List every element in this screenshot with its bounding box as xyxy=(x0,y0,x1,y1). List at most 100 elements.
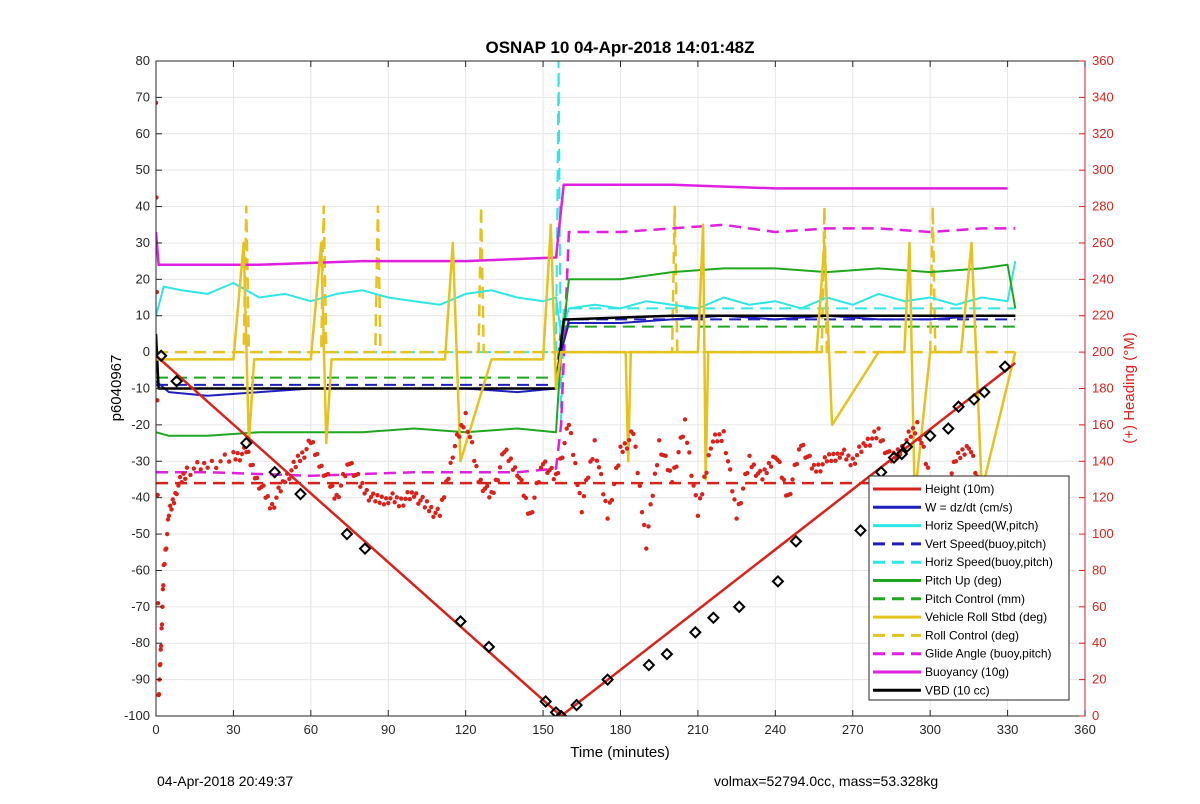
heading-point xyxy=(794,461,800,467)
x-tick-label-1: 30 xyxy=(226,722,240,737)
dive-marker xyxy=(294,487,307,501)
heading-point xyxy=(396,503,402,509)
x-tick-label-5: 150 xyxy=(532,722,554,737)
heading-point xyxy=(332,496,337,501)
dive-marker xyxy=(706,611,720,625)
heading-point xyxy=(738,500,744,506)
heading-point xyxy=(762,467,767,472)
dive-marker xyxy=(771,574,785,588)
heading-point xyxy=(158,647,163,652)
heading-point xyxy=(592,438,597,443)
heading-point xyxy=(441,495,447,500)
heading-point xyxy=(484,483,490,489)
x-tick-label-8: 240 xyxy=(764,722,786,737)
heading-point xyxy=(702,474,707,479)
heading-point xyxy=(912,431,918,436)
legend-entry-1: W = dz/dt (cm/s) xyxy=(925,500,1013,514)
heading-point xyxy=(478,477,483,482)
x-tick-label-6: 180 xyxy=(610,722,632,737)
heading-point xyxy=(618,444,623,449)
heading-point xyxy=(968,449,974,455)
heading-point xyxy=(433,510,438,516)
dive-marker xyxy=(660,647,674,661)
heading-point xyxy=(176,483,181,488)
legend-entry-11: VBD (10 cc) xyxy=(925,683,990,697)
y2-tick-label-5: 100 xyxy=(1092,526,1114,541)
heading-point xyxy=(667,468,673,473)
y-axis-label: p6040967 xyxy=(108,355,125,422)
dive-marker xyxy=(570,698,584,712)
heading-point xyxy=(915,419,920,425)
dive-marker xyxy=(923,429,937,443)
heading-point xyxy=(764,470,769,476)
legend-entry-6: Pitch Control (mm) xyxy=(925,592,1025,606)
heading-point xyxy=(205,465,210,470)
heading-point xyxy=(414,491,419,496)
heading-point xyxy=(504,447,509,452)
y-tick-label-13: 30 xyxy=(136,235,150,250)
heading-point xyxy=(512,465,518,470)
heading-point xyxy=(807,453,812,459)
heading-point xyxy=(422,505,428,510)
heading-point xyxy=(732,497,737,502)
heading-point xyxy=(560,455,565,460)
heading-point xyxy=(831,451,836,457)
heading-point xyxy=(452,443,458,449)
y2-tick-label-16: 320 xyxy=(1092,126,1114,141)
heading-point xyxy=(581,493,587,499)
heading-point xyxy=(156,100,159,106)
heading-point xyxy=(183,476,188,482)
heading-point xyxy=(295,453,301,459)
y2-tick-label-4: 80 xyxy=(1092,562,1106,577)
heading-point xyxy=(300,450,305,455)
dive-marker xyxy=(732,600,746,614)
y2-tick-label-9: 180 xyxy=(1092,381,1114,396)
heading-point xyxy=(760,477,765,482)
y-tick-label-18: 80 xyxy=(136,53,150,68)
y2-tick-label-3: 60 xyxy=(1092,599,1106,614)
heading-point xyxy=(620,449,625,455)
heading-point xyxy=(158,661,163,667)
heading-point xyxy=(160,587,166,592)
heading-point xyxy=(325,471,331,477)
y-tick-label-1: -90 xyxy=(131,672,150,687)
heading-point xyxy=(723,450,729,456)
heading-point xyxy=(887,449,892,454)
heading-point xyxy=(426,508,432,514)
heading-point xyxy=(854,453,860,458)
dive-marker xyxy=(170,374,184,388)
heading-point xyxy=(293,464,298,470)
dive-marker xyxy=(941,422,955,435)
heading-point xyxy=(463,410,468,416)
heading-point xyxy=(368,494,374,500)
heading-point xyxy=(555,470,561,476)
heading-point xyxy=(850,456,855,461)
x-tick-label-10: 300 xyxy=(919,722,941,737)
y-tick-label-12: 20 xyxy=(136,271,150,286)
y-tick-label-5: -50 xyxy=(131,526,150,541)
plot-area xyxy=(156,61,1017,716)
heading-point xyxy=(637,483,643,489)
legend-entry-0: Height (10m) xyxy=(925,482,994,496)
legend-entry-3: Vert Speed(buoy,pitch) xyxy=(925,537,1046,551)
heading-point xyxy=(689,473,694,479)
heading-point xyxy=(601,492,606,497)
series-roll xyxy=(156,223,1017,499)
heading-point xyxy=(562,440,567,446)
heading-point xyxy=(676,449,681,455)
heading-point xyxy=(848,463,853,468)
heading-point xyxy=(958,455,963,461)
heading-point xyxy=(758,468,763,474)
y-tick-label-14: 40 xyxy=(136,199,150,214)
heading-point xyxy=(704,470,709,476)
heading-point xyxy=(829,458,834,464)
heading-point xyxy=(472,458,477,464)
heading-point xyxy=(469,439,475,445)
heading-point xyxy=(336,494,341,500)
dive-marker xyxy=(967,393,981,406)
footer-volmax-mass: volmax=52794.0cc, mass=53.328kg xyxy=(714,773,939,789)
heading-point xyxy=(302,455,307,460)
x-tick-label-11: 330 xyxy=(997,722,1019,737)
heading-point xyxy=(635,470,640,476)
heading-point xyxy=(633,444,638,449)
